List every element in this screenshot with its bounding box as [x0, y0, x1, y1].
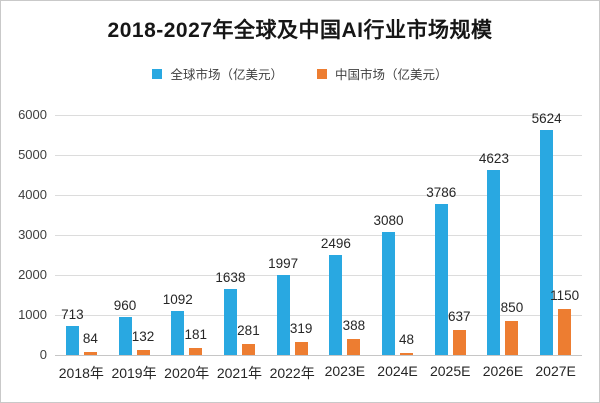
global-series-swatch-icon — [152, 68, 163, 79]
x-tick-label-2025E: 2025E — [429, 363, 471, 379]
global-bar-2020年 — [171, 311, 185, 355]
x-tick-label-2026E: 2026E — [482, 363, 524, 379]
global-value-label-2027E: 5624 — [531, 111, 562, 127]
china-value-label-2026E: 850 — [500, 300, 524, 315]
bar-group-2027E: 5624 1150 2027E — [529, 111, 582, 379]
x-tick-label-2020年: 2020年 — [164, 365, 210, 381]
china-bar-2022年 — [294, 342, 308, 355]
y-tick-label-1000: 1000 — [18, 307, 47, 322]
gridline-4000 — [55, 195, 582, 196]
global-bar-2023E — [329, 255, 343, 355]
legend: 全球市场（亿美元） 中国市场（亿美元） — [1, 64, 599, 83]
china-bar-2024E — [400, 353, 414, 355]
global-value-label-2020年: 1092 — [162, 292, 193, 308]
gridline-3000 — [55, 235, 582, 236]
global-bar-2025E — [434, 203, 448, 355]
china-value-label-2024E: 48 — [399, 332, 415, 348]
bar-group-2026E: 4623 850 2026E — [477, 115, 530, 379]
y-tick-label-2000: 2000 — [18, 267, 47, 282]
bar-group-2021年: 1638 281 2021年 — [213, 115, 266, 381]
china-value-label-2025E: 637 — [447, 308, 471, 324]
bar-group-2019年: 960 132 2019年 — [108, 115, 161, 381]
gridline-2000 — [55, 275, 582, 276]
y-tick-label-0: 0 — [39, 347, 47, 362]
global-bar-2026E — [487, 170, 501, 355]
china-bar-2019年 — [136, 349, 150, 355]
x-tick-label-2021年: 2021年 — [216, 365, 263, 381]
gridline-6000 — [55, 115, 582, 116]
x-tick-label-2018年: 2018年 — [58, 365, 104, 381]
global-value-label-2022年: 1997 — [268, 256, 299, 272]
bar-group-2022年: 1997 319 2022年 — [266, 115, 319, 381]
y-tick-label-4000: 4000 — [18, 187, 47, 202]
global-bar-2027E — [540, 130, 554, 355]
global-value-label-2024E: 3080 — [373, 212, 404, 228]
global-bar-2021年 — [223, 289, 237, 355]
china-series-swatch-icon — [317, 68, 327, 79]
china-bar-2020年 — [189, 347, 203, 355]
x-tick-label-2022年: 2022年 — [269, 365, 315, 381]
legend-label-china: 中国市场（亿美元） — [335, 68, 448, 82]
gridline-1000 — [55, 315, 582, 316]
gridline-5000 — [55, 155, 582, 156]
x-tick-label-2019年: 2019年 — [111, 365, 157, 381]
china-bar-2026E — [505, 321, 519, 355]
china-value-label-2018年: 84 — [82, 330, 98, 346]
global-value-label-2018年: 713 — [61, 307, 84, 323]
global-value-label-2019年: 960 — [113, 297, 137, 313]
x-tick-label-2024E: 2024E — [377, 363, 418, 379]
bar-group-2018年: 713 84 2018年 — [55, 115, 108, 381]
global-value-label-2025E: 3786 — [426, 184, 457, 200]
china-value-label-2023E: 388 — [342, 318, 366, 334]
legend-item-global: 全球市场（亿美元） — [152, 64, 283, 83]
china-value-label-2021年: 281 — [237, 322, 260, 338]
china-value-label-2019年: 132 — [131, 328, 155, 344]
global-value-label-2021年: 1638 — [215, 270, 246, 286]
y-tick-label-3000: 3000 — [18, 227, 47, 242]
y-tick-label-5000: 5000 — [18, 147, 47, 162]
china-value-label-2027E: 1150 — [550, 288, 580, 303]
global-bar-2024E — [382, 231, 396, 355]
chart-title: 2018-2027年全球及中国AI行业市场规模 — [107, 19, 493, 42]
china-bar-2021年 — [241, 343, 255, 355]
global-bar-2018年 — [65, 326, 79, 355]
china-bar-2023E — [347, 339, 361, 355]
legend-item-china: 中国市场（亿美元） — [317, 64, 448, 83]
global-bar-2019年 — [118, 316, 132, 355]
global-value-label-2023E: 2496 — [320, 236, 351, 252]
bar-group-2025E: 3786 637 2025E — [424, 115, 477, 379]
china-bar-2025E — [452, 329, 466, 355]
x-tick-label-2027E: 2027E — [535, 363, 576, 379]
bar-group-2023E: 2496 388 2023E — [319, 115, 372, 379]
global-value-label-2026E: 4623 — [478, 151, 509, 167]
global-bar-2022年 — [276, 275, 290, 355]
china-value-label-2022年: 319 — [289, 321, 313, 337]
bar-group-2024E: 3080 48 2024E — [371, 115, 424, 379]
plot-area: 0 1000 2000 3000 4000 5000 6000 713 84 2018年 960 13… — [18, 107, 582, 381]
china-bar-2027E — [558, 309, 572, 355]
china-value-label-2020年: 181 — [184, 326, 207, 342]
x-tick-label-2023E: 2023E — [324, 363, 366, 379]
legend-label-global: 全球市场（亿美元） — [170, 68, 283, 82]
y-tick-label-6000: 6000 — [18, 107, 47, 122]
bar-group-2020年: 1092 181 2020年 — [160, 115, 213, 381]
china-bar-2018年 — [83, 351, 97, 355]
